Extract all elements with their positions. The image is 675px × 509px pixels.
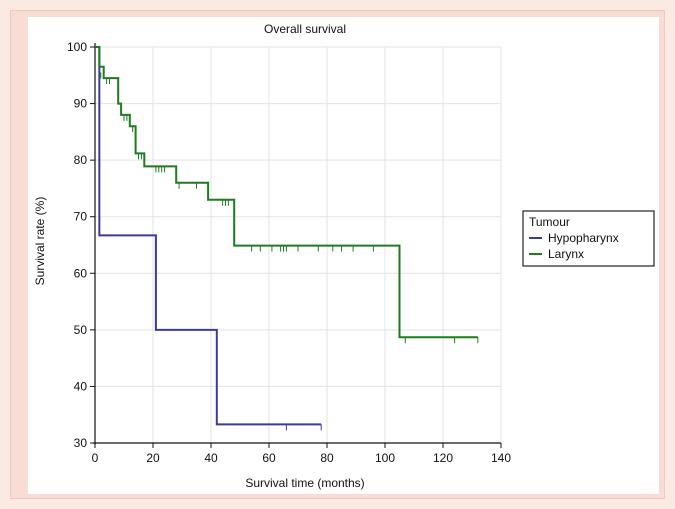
legend-title: Tumour (529, 215, 570, 229)
legend: Tumour Hypopharynx Larynx (522, 210, 655, 267)
legend-box (522, 210, 655, 267)
x-tick-label: 120 (433, 451, 453, 465)
y-tick-label: 100 (67, 40, 87, 54)
y-tick-label: 90 (74, 97, 88, 111)
x-tick-label: 40 (204, 451, 218, 465)
series-line-hypopharynx (95, 46, 322, 426)
legend-label-larynx: Larynx (548, 247, 584, 261)
legend-label-hypopharynx: Hypopharynx (548, 231, 619, 245)
y-axis-label: Survival rate (%) (33, 197, 47, 286)
x-tick-label: 60 (262, 451, 276, 465)
y-tick-label: 70 (74, 210, 88, 224)
y-tick-label: 30 (74, 436, 88, 450)
x-tick-label: 80 (320, 451, 334, 465)
y-tick-label: 50 (74, 323, 88, 337)
y-tick-label: 60 (74, 266, 88, 280)
series-line-larynx (95, 46, 478, 339)
x-tick-label: 140 (491, 451, 511, 465)
survival-chart: Overall survival Survival time (months) … (33, 22, 655, 490)
chart-title: Overall survival (264, 22, 346, 36)
y-tick-label: 40 (74, 379, 88, 393)
x-tick-label: 20 (146, 451, 160, 465)
x-tick-label: 0 (92, 451, 99, 465)
chart-panel: Overall survival Survival time (months) … (28, 17, 659, 494)
y-tick-label: 80 (74, 153, 88, 167)
x-tick-label: 100 (375, 451, 395, 465)
x-axis-label: Survival time (months) (245, 476, 364, 490)
